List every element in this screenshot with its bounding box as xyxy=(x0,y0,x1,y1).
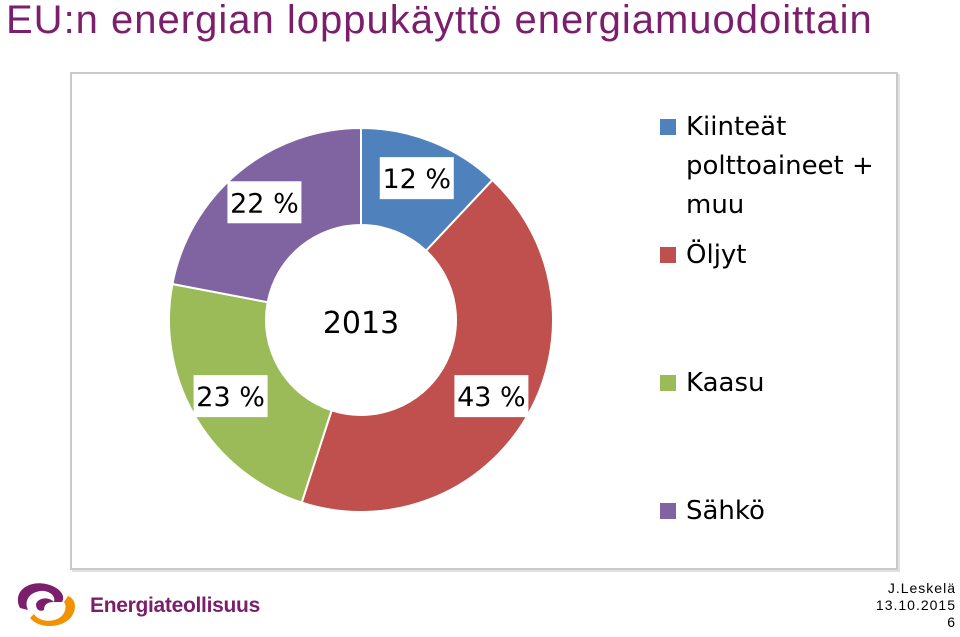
slice-value-text: 22 % xyxy=(230,188,299,219)
donut-slice xyxy=(300,178,554,513)
legend-item: Kiinteät polttoaineet + muu xyxy=(660,112,874,220)
slide-date: 13.10.2015 xyxy=(875,597,956,613)
page-number: 6 xyxy=(947,614,956,630)
legend-label: polttoaineet + xyxy=(686,151,874,181)
legend-swatch xyxy=(660,247,676,263)
center-year-label: 2013 xyxy=(323,306,399,341)
slice-data-label: 22 % xyxy=(227,181,302,224)
legend-swatch xyxy=(660,375,676,391)
legend-label: Öljyt xyxy=(686,238,747,270)
logo-text: Energiateollisuus xyxy=(90,594,260,617)
donut-chart: 12 % 43 % 23 % 22 % 2013 Kiinteät polttoaineet… xyxy=(168,112,874,526)
author-name: J.Leskelä xyxy=(887,580,956,596)
company-logo: Energiateollisuus xyxy=(10,578,260,632)
legend-label: Kiinteät xyxy=(686,112,786,142)
slice-value-text: 23 % xyxy=(196,382,265,413)
legend-label: muu xyxy=(686,190,744,220)
slice-data-label: 23 % xyxy=(193,375,268,418)
footer-meta: J.Leskelä 13.10.2015 6 xyxy=(876,580,956,631)
legend-item: Kaasu xyxy=(660,368,764,398)
slice-value-text: 12 % xyxy=(382,164,451,195)
slice-value-text: 43 % xyxy=(457,382,526,413)
chart-frame: 12 % 43 % 23 % 22 % 2013 Kiinteät polttoaineet… xyxy=(70,72,898,570)
legend-label: Kaasu xyxy=(686,368,764,398)
slice-data-label: 43 % xyxy=(454,375,529,418)
legend-item: Sähkö xyxy=(660,496,765,526)
slide-title: EU:n energian loppukäyttö energiamuodoit… xyxy=(6,0,873,42)
slice-data-label: 12 % xyxy=(379,157,454,200)
legend-label: Sähkö xyxy=(686,496,765,526)
energiateollisuus-logo-icon xyxy=(17,583,75,627)
legend-swatch xyxy=(660,119,676,135)
legend-item: Öljyt xyxy=(660,238,747,270)
legend-swatch xyxy=(660,503,676,519)
